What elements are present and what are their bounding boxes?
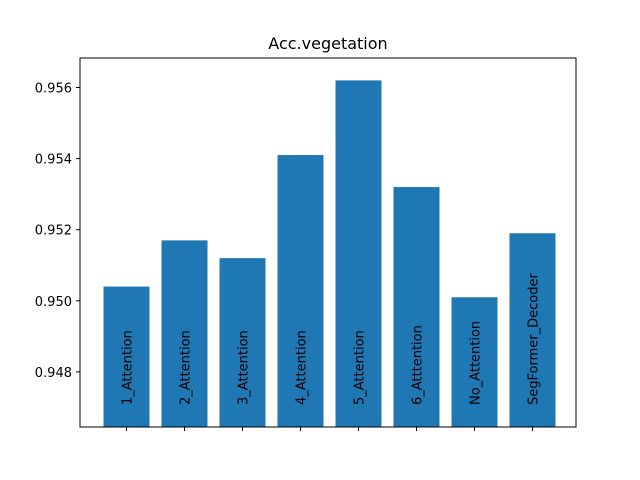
bar-5-attention — [335, 80, 382, 428]
bar-3-attention — [219, 258, 266, 427]
bars-group — [103, 80, 556, 428]
bar-1-attention — [103, 286, 150, 427]
y-tick-label: 0.956 — [35, 82, 72, 97]
y-axis: 0.948 0.950 0.952 0.954 0.956 — [35, 82, 80, 381]
bar-4-attention — [277, 155, 324, 427]
bar-category-label: 2_Attention — [179, 330, 194, 405]
bar-category-label: 6_Atttention — [411, 325, 426, 405]
y-tick-label: 0.950 — [35, 295, 72, 310]
bar-no-attention — [451, 297, 498, 427]
bar-category-label: SegFormer_Decoder — [527, 273, 542, 405]
bar-2-attention — [161, 240, 208, 427]
bar-category-label: 5_Attention — [353, 330, 368, 405]
plot-frame — [79, 57, 577, 428]
x-axis — [126, 427, 533, 431]
bar-category-label: 3_Attention — [237, 330, 252, 405]
y-tick-label: 0.948 — [35, 366, 72, 381]
bar-category-label: No_Attention — [469, 321, 484, 405]
chart-title: Acc.vegetation — [268, 34, 387, 53]
bar-category-label: 1_Attention — [121, 330, 136, 405]
y-tick-label: 0.954 — [35, 153, 72, 168]
y-tick-label: 0.952 — [35, 224, 72, 239]
bar-category-label: 4_Attention — [295, 330, 310, 405]
bar-labels-group: 1_Attention 2_Attention 3_Attention 4_Atten… — [121, 273, 542, 405]
bar-6-atttention — [393, 187, 440, 427]
bar-segformer-decoder — [509, 233, 556, 427]
